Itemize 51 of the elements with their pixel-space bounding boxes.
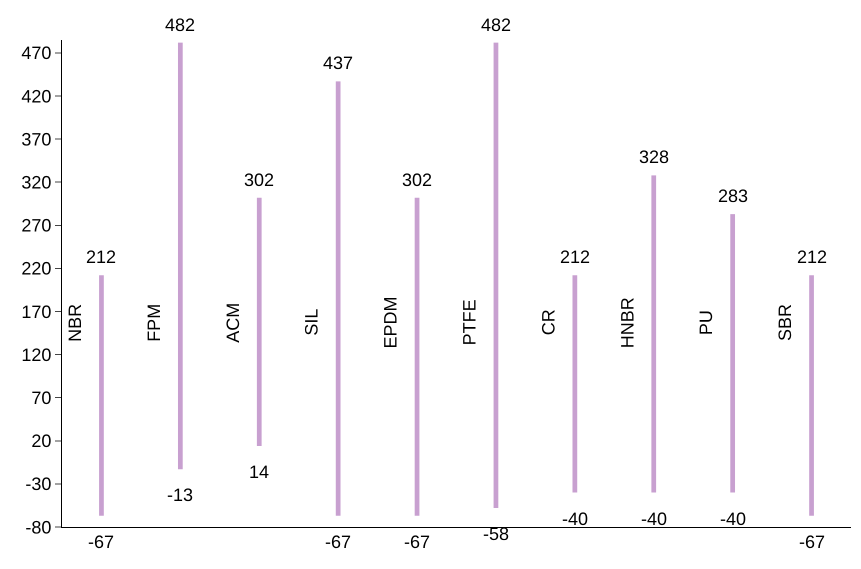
x-tick-label: PTFE <box>459 299 480 346</box>
text: -67 <box>88 532 114 552</box>
y-tick-label: 420 <box>21 86 52 106</box>
text: 482 <box>165 15 196 35</box>
annotation: 302 <box>402 170 432 190</box>
annotation: 14 <box>249 462 270 482</box>
annotation: 212 <box>797 247 828 267</box>
y-tick-label: 120 <box>21 344 52 365</box>
x-tick-label: EPDM <box>380 296 401 349</box>
bar <box>494 42 498 508</box>
bar <box>256 198 262 446</box>
x-tick-label: SBR <box>775 304 796 342</box>
text: 482 <box>481 15 512 35</box>
x-tick-label: CR <box>538 309 558 336</box>
text: -67 <box>325 532 352 552</box>
y-tick-label: 370 <box>21 129 52 150</box>
annotation: -13 <box>167 485 194 505</box>
annotation: 437 <box>323 53 354 73</box>
bar <box>414 198 420 516</box>
annotation: 302 <box>244 170 274 190</box>
bar <box>651 175 656 493</box>
y-tick-label: 270 <box>21 216 52 236</box>
bar <box>336 81 341 516</box>
y-tick-label: 70 <box>31 388 52 408</box>
annotation: -40 <box>720 509 746 529</box>
bar <box>178 42 183 470</box>
annotation: 212 <box>560 247 590 267</box>
y-tick-label: 320 <box>21 172 52 193</box>
bar <box>99 275 104 516</box>
bar <box>730 214 736 493</box>
x-tick-label: HNBR <box>617 297 638 348</box>
bar <box>572 275 578 493</box>
annotation: 283 <box>718 186 748 206</box>
x-tick-label: PU <box>696 310 716 336</box>
y-tick-label: 170 <box>21 302 52 322</box>
y-tick-label: 20 <box>31 431 52 452</box>
x-tick-label: SIL <box>302 308 322 336</box>
bar <box>809 275 814 516</box>
y-tick-label: 470 <box>21 43 52 64</box>
annotation: -40 <box>562 509 588 529</box>
text: -67 <box>404 532 430 552</box>
annotation: -40 <box>641 509 668 529</box>
x-tick-label: NBR <box>64 304 85 342</box>
annotation: 212 <box>86 247 116 267</box>
text: -67 <box>799 532 826 552</box>
y-tick-label: -30 <box>25 474 52 494</box>
y-tick-label: -80 <box>25 517 52 538</box>
y-tick-label: 220 <box>21 258 52 279</box>
x-tick-label: FPM <box>144 304 164 342</box>
annotation: 328 <box>639 147 670 167</box>
x-tick-label: ACM <box>222 302 243 343</box>
